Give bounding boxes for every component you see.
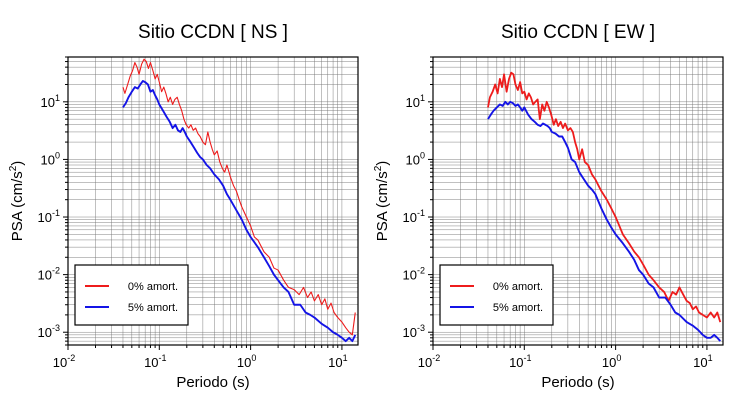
x-tick-base: 10 [418,355,432,370]
y-tick-label: 10-1 [38,208,60,225]
y-tick-label: 101 [41,93,60,110]
plot-frame [67,56,359,346]
y-tick-exp: -3 [52,323,60,333]
x-tick-base: 10 [237,355,251,370]
x-tick-base: 10 [602,355,616,370]
y-axis-label-main: PSA (cm/s [374,171,391,241]
y-tick-base: 10 [403,268,417,283]
legend-box [439,264,554,326]
y-tick-base: 10 [41,95,55,110]
legend-label-1: 0% amort. [493,281,543,293]
y-axis-label-end: ) [9,161,26,166]
series-line-2 [122,80,357,343]
plot-frame [432,56,724,346]
axis-ticks [428,56,708,350]
x-tick-exp: -1 [524,353,532,363]
y-tick-exp: 1 [420,93,425,103]
y-axis-label-sup: 2 [8,165,19,171]
y-axis-label-sup: 2 [373,165,384,171]
y-tick-base: 10 [38,268,52,283]
series-line-1 [122,58,356,336]
x-tick-label: 100 [237,353,256,370]
x-tick-base: 10 [144,355,158,370]
y-tick-base: 10 [38,210,52,225]
x-tick-exp: -2 [432,353,440,363]
grid [67,56,358,346]
x-tick-label: 10-2 [53,353,75,370]
y-tick-exp: 0 [55,150,60,160]
y-tick-label: 10-2 [38,266,60,283]
y-tick-exp: 0 [420,150,425,160]
x-tick-base: 10 [328,355,342,370]
chart-title: Sitio CCDN [ NS ] [138,22,288,43]
y-tick-label: 10-3 [38,323,60,340]
x-tick-label: 100 [602,353,621,370]
legend: 0% amort. 5% amort. [74,264,189,326]
x-tick-label: 10-2 [418,353,440,370]
x-tick-exp: 1 [708,353,713,363]
y-axis-label: PSA (cm/s2) [8,161,26,242]
series-line-2 [487,100,721,342]
y-tick-label: 10-2 [403,266,425,283]
legend-label-2: 5% amort. [493,302,543,314]
chart-title: Sitio CCDN [ EW ] [501,22,655,43]
x-axis-label: Periodo (s) [541,374,614,391]
y-axis-label-main: PSA (cm/s [9,171,26,241]
y-tick-exp: -1 [417,208,425,218]
x-tick-base: 10 [509,355,523,370]
y-tick-base: 10 [38,325,52,340]
x-tick-exp: 1 [343,353,348,363]
x-tick-exp: -2 [67,353,75,363]
y-tick-exp: -1 [52,208,60,218]
legend-box [74,264,189,326]
legend-label-1: 0% amort. [128,281,178,293]
x-tick-exp: -1 [159,353,167,363]
x-axis-label: Periodo (s) [176,374,249,391]
y-tick-exp: -2 [52,266,60,276]
x-tick-exp: 0 [616,353,621,363]
y-tick-exp: 1 [55,93,60,103]
y-axis-label-end: ) [374,161,391,166]
legend: 0% amort. 5% amort. [439,264,554,326]
y-tick-label: 100 [406,150,425,167]
y-tick-base: 10 [41,152,55,167]
y-tick-base: 10 [403,210,417,225]
x-tick-label: 101 [328,353,347,370]
x-tick-base: 10 [693,355,707,370]
y-tick-base: 10 [403,325,417,340]
x-tick-label: 10-1 [144,353,166,370]
y-tick-label: 10-1 [403,208,425,225]
axis-ticks [63,56,343,350]
y-tick-label: 100 [41,150,60,167]
x-tick-exp: 0 [251,353,256,363]
x-tick-label: 10-1 [509,353,531,370]
x-tick-base: 10 [53,355,67,370]
y-tick-exp: -2 [417,266,425,276]
x-tick-label: 101 [693,353,712,370]
y-tick-exp: -3 [417,323,425,333]
y-tick-base: 10 [406,152,420,167]
y-tick-label: 10-3 [403,323,425,340]
y-axis-label: PSA (cm/s2) [373,161,391,242]
legend-label-2: 5% amort. [128,302,178,314]
y-tick-base: 10 [406,95,420,110]
y-tick-label: 101 [406,93,425,110]
series-line-1 [487,71,722,323]
